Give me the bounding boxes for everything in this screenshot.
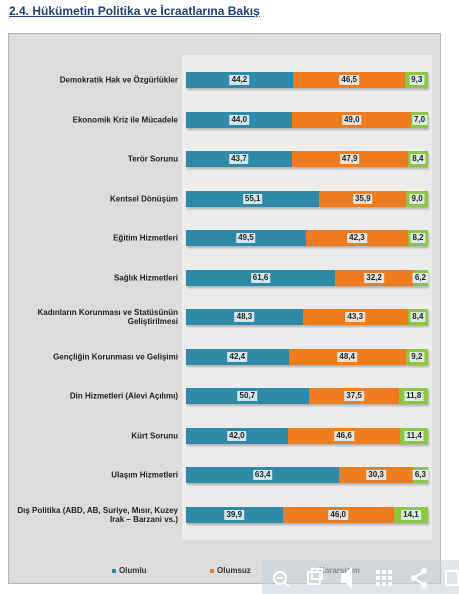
category-label: Eğitim Hizmetleri — [113, 233, 178, 243]
toolbar-icons — [273, 566, 459, 590]
section-title: 2.4. Hükümetin Politika ve İcraatlarına … — [9, 4, 260, 18]
category-label: Sağlık Hizmetleri — [113, 273, 178, 282]
value-label: 43,7 — [229, 154, 249, 164]
value-label: 46,5 — [339, 75, 360, 85]
value-label: 39,9 — [224, 509, 245, 520]
legend-label: Olumsuz — [217, 566, 251, 575]
category-label: Kadınların Korunması ve Statüsünün Geliş… — [37, 308, 178, 326]
value-label: 8,4 — [410, 154, 426, 164]
category-label: Din Hizmetleri (Alevi Açılımı) — [69, 391, 178, 401]
value-label: 6,2 — [412, 272, 429, 283]
category-label: Dış Politika (ABD, AB, Suriye, Mısır, Ku… — [17, 505, 178, 524]
value-label: 44,2 — [229, 75, 250, 85]
value-label: 9,2 — [409, 351, 425, 362]
value-label: 8,4 — [410, 312, 426, 322]
value-label: 37,5 — [344, 391, 364, 401]
value-label: 35,9 — [352, 193, 373, 204]
value-label: 47,9 — [339, 154, 360, 164]
legend-swatch — [210, 568, 214, 573]
value-label: 46,6 — [334, 430, 354, 441]
value-label: 8,2 — [410, 233, 426, 243]
category-label: Kürt Sorunu — [131, 431, 178, 440]
value-label: 11,8 — [404, 391, 424, 401]
value-label: 30,3 — [366, 470, 386, 480]
plot-area — [182, 55, 432, 540]
category-label: Ekonomik Kriz ile Mücadele — [72, 115, 178, 124]
value-label: 55,1 — [242, 193, 263, 204]
category-label: Kentsel Dönüşüm — [109, 194, 178, 203]
value-label: 61,6 — [250, 272, 271, 283]
category-label: Terör Sorunu — [127, 154, 178, 164]
value-label: 9,3 — [409, 75, 425, 85]
value-label: 48,3 — [234, 312, 255, 322]
value-label: 14,1 — [401, 509, 421, 520]
value-label: 43,3 — [345, 312, 366, 322]
value-label: 63,4 — [252, 470, 273, 480]
value-label: 50,7 — [237, 391, 258, 401]
value-label: 42,0 — [227, 430, 247, 441]
value-label: 48,4 — [337, 351, 357, 362]
value-label: 42,4 — [227, 351, 248, 362]
value-label: 11,4 — [404, 430, 424, 441]
legend-label: Olumlu — [119, 566, 147, 575]
legend-swatch — [112, 568, 116, 573]
viewer-toolbar[interactable] — [262, 560, 459, 594]
value-label: 46,0 — [328, 509, 348, 520]
category-label: Demokratik Hak ve Özgürlükler — [59, 75, 178, 85]
value-label: 49,0 — [341, 114, 362, 125]
value-label: 32,2 — [364, 272, 384, 283]
value-label: 6,3 — [412, 470, 428, 480]
value-label: 7,0 — [411, 114, 428, 125]
legend-item: Olumsuz — [210, 566, 251, 575]
value-label: 44,0 — [229, 114, 250, 125]
value-label: 9,0 — [409, 193, 425, 204]
value-label: 42,3 — [347, 233, 367, 243]
category-label: Ulaşım Hizmetleri — [111, 470, 178, 480]
value-label: 49,5 — [236, 233, 256, 243]
legend-item: Olumlu — [112, 566, 147, 575]
category-label: Gençliğin Korunması ve Gelişimi — [53, 352, 178, 361]
